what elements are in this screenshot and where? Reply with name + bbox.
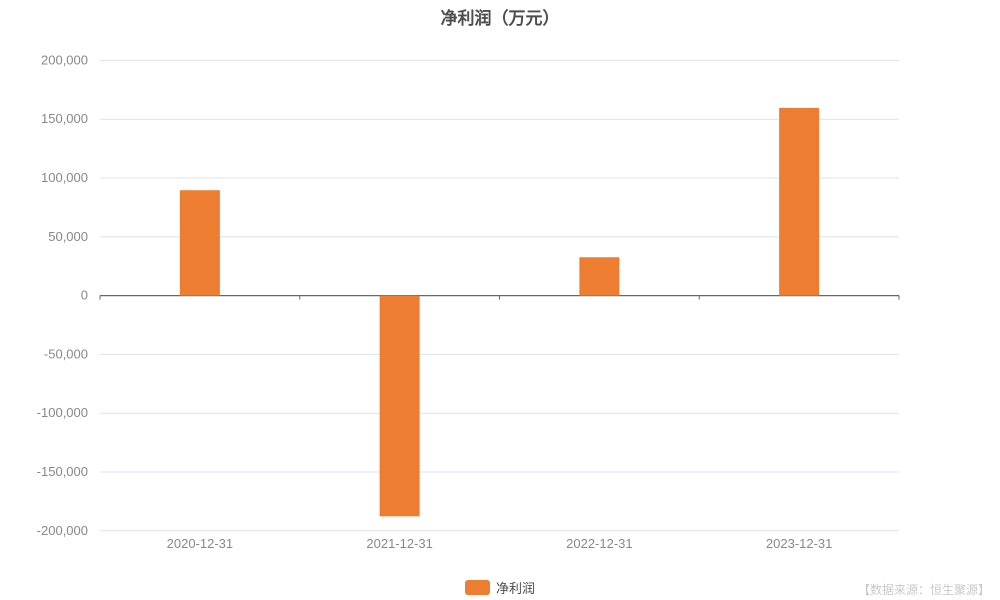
svg-text:0: 0	[81, 288, 88, 303]
svg-text:100,000: 100,000	[41, 170, 88, 185]
svg-text:200,000: 200,000	[41, 52, 88, 67]
svg-text:-200,000: -200,000	[37, 523, 88, 538]
svg-text:2021-12-31: 2021-12-31	[366, 536, 433, 551]
svg-text:2020-12-31: 2020-12-31	[167, 536, 234, 551]
svg-text:-150,000: -150,000	[37, 464, 88, 479]
svg-text:-50,000: -50,000	[44, 346, 88, 361]
svg-text:2022-12-31: 2022-12-31	[566, 536, 633, 551]
svg-text:50,000: 50,000	[48, 229, 88, 244]
svg-text:150,000: 150,000	[41, 111, 88, 126]
svg-text:2023-12-31: 2023-12-31	[766, 536, 833, 551]
svg-text:-100,000: -100,000	[37, 405, 88, 420]
